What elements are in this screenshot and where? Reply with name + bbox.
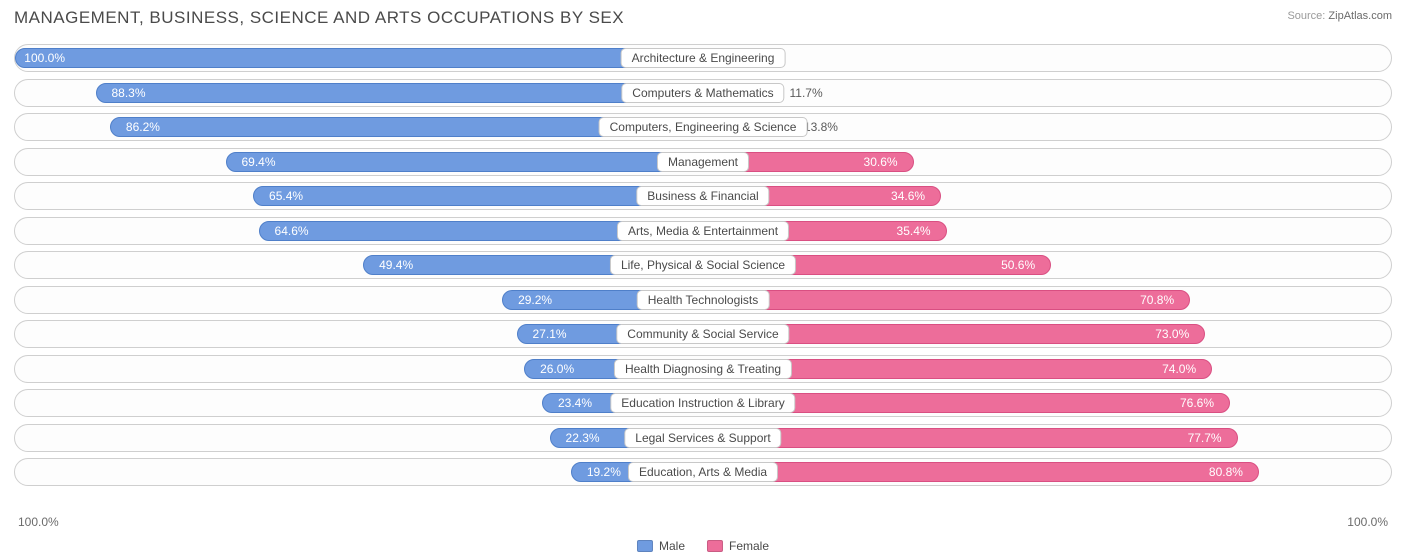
pct-male: 29.2% — [518, 293, 552, 307]
legend-item-female: Female — [707, 539, 769, 553]
category-label: Education Instruction & Library — [610, 393, 795, 413]
pct-female: 13.8% — [804, 120, 838, 134]
pct-male: 23.4% — [558, 396, 592, 410]
chart-row: 27.1% 73.0% Community & Social Service — [14, 320, 1392, 348]
swatch-female — [707, 540, 723, 552]
legend-label-male: Male — [659, 539, 685, 553]
axis-right-label: 100.0% — [1347, 515, 1388, 529]
category-label: Arts, Media & Entertainment — [617, 221, 789, 241]
category-label: Education, Arts & Media — [628, 462, 778, 482]
legend: Male Female — [637, 539, 769, 553]
pct-female: 11.7% — [789, 86, 822, 100]
category-label: Computers & Mathematics — [621, 83, 784, 103]
chart-row: 19.2% 80.8% Education, Arts & Media — [14, 458, 1392, 486]
pct-female: 80.8% — [1209, 465, 1243, 479]
category-label: Business & Financial — [636, 186, 769, 206]
pct-male: 22.3% — [566, 431, 600, 445]
pct-male: 88.3% — [111, 86, 145, 100]
chart-title: MANAGEMENT, BUSINESS, SCIENCE AND ARTS O… — [14, 8, 624, 28]
source-label: Source: — [1287, 10, 1325, 22]
bar-male — [226, 152, 703, 172]
pct-male: 100.0% — [24, 51, 65, 65]
pct-female: 74.0% — [1162, 362, 1196, 376]
bar-female — [703, 290, 1190, 310]
bar-male — [15, 48, 703, 68]
chart-area: 100.0%0.0%Architecture & Engineering 88.3… — [14, 44, 1392, 509]
category-label: Architecture & Engineering — [621, 48, 786, 68]
source-value: ZipAtlas.com — [1328, 10, 1392, 22]
category-label: Community & Social Service — [616, 324, 789, 344]
pct-female: 73.0% — [1155, 327, 1189, 341]
chart-row: 100.0%0.0%Architecture & Engineering — [14, 44, 1392, 72]
pct-female: 76.6% — [1180, 396, 1214, 410]
chart-row: 22.3% 77.7% Legal Services & Support — [14, 424, 1392, 452]
pct-male: 69.4% — [242, 155, 276, 169]
chart-row: 29.2% 70.8% Health Technologists — [14, 286, 1392, 314]
pct-male: 26.0% — [540, 362, 574, 376]
chart-row: 65.4% 34.6% Business & Financial — [14, 182, 1392, 210]
pct-male: 65.4% — [269, 189, 303, 203]
swatch-male — [637, 540, 653, 552]
pct-female: 35.4% — [897, 224, 931, 238]
chart-row: 88.3% 11.7% Computers & Mathematics — [14, 79, 1392, 107]
pct-female: 77.7% — [1188, 431, 1222, 445]
category-label: Life, Physical & Social Science — [610, 255, 796, 275]
chart-row: 64.6% 35.4% Arts, Media & Entertainment — [14, 217, 1392, 245]
pct-female: 34.6% — [891, 189, 925, 203]
pct-male: 49.4% — [379, 258, 413, 272]
chart-row: 26.0% 74.0% Health Diagnosing & Treating — [14, 355, 1392, 383]
bar-female — [703, 462, 1259, 482]
pct-female: 50.6% — [1001, 258, 1035, 272]
chart-row: 86.2% 13.8%Computers, Engineering & Scien… — [14, 113, 1392, 141]
chart-row: 69.4% 30.6% Management — [14, 148, 1392, 176]
chart-row: 49.4% 50.6% Life, Physical & Social Scienc… — [14, 251, 1392, 279]
bar-male — [96, 83, 704, 103]
pct-male: 27.1% — [533, 327, 567, 341]
category-label: Computers, Engineering & Science — [599, 117, 808, 137]
chart-row: 23.4% 76.6% Education Instruction & Librar… — [14, 389, 1392, 417]
category-label: Health Technologists — [637, 290, 770, 310]
pct-male: 86.2% — [126, 120, 160, 134]
source-attribution: Source: ZipAtlas.com — [1287, 10, 1392, 22]
pct-male: 64.6% — [275, 224, 309, 238]
pct-female: 70.8% — [1140, 293, 1174, 307]
category-label: Legal Services & Support — [624, 428, 781, 448]
bar-female — [703, 428, 1238, 448]
pct-female: 30.6% — [864, 155, 898, 169]
x-axis: 100.0% 100.0% — [14, 515, 1392, 533]
category-label: Management — [657, 152, 749, 172]
legend-label-female: Female — [729, 539, 769, 553]
pct-male: 19.2% — [587, 465, 621, 479]
category-label: Health Diagnosing & Treating — [614, 359, 792, 379]
legend-item-male: Male — [637, 539, 685, 553]
axis-left-label: 100.0% — [18, 515, 59, 529]
